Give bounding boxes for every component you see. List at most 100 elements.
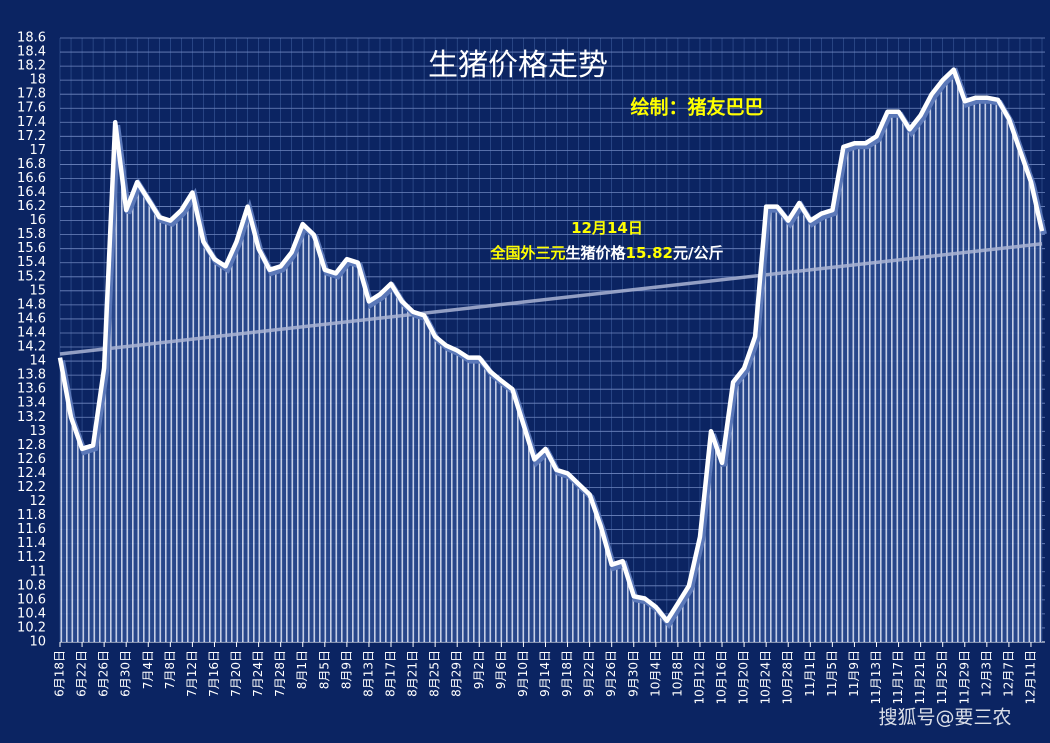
y-tick-label: 13.8 <box>17 368 46 383</box>
y-tick-label: 17.8 <box>17 87 46 102</box>
annotation-part: 生猪价格 <box>566 244 627 262</box>
y-tick-label: 16 <box>29 213 46 228</box>
x-tick-label: 11月9日 <box>847 650 861 697</box>
chart-title: 生猪价格走势 <box>428 48 608 83</box>
x-tick-label: 7月4日 <box>141 650 155 689</box>
trend-line <box>59 242 1043 356</box>
annotation: 全国外三元生猪价格15.82元/公斤 <box>490 244 724 262</box>
x-tick-label: 10月4日 <box>648 650 662 697</box>
x-tick-label: 10月28日 <box>781 650 795 705</box>
x-tick-label: 10月16日 <box>715 650 729 705</box>
y-tick-label: 16.6 <box>17 171 46 186</box>
y-tick-label: 11 <box>29 564 46 579</box>
x-tick-label: 8月29日 <box>450 650 464 697</box>
y-tick-label: 17 <box>29 143 46 158</box>
y-tick-label: 18 <box>29 73 46 88</box>
x-tick-label: 12月7日 <box>1001 650 1015 697</box>
y-tick-label: 10.2 <box>17 620 46 635</box>
y-tick-label: 17.2 <box>17 129 46 144</box>
y-tick-label: 15 <box>29 283 46 298</box>
x-tick-label: 10月20日 <box>737 650 751 705</box>
x-tick-label: 6月22日 <box>75 650 89 697</box>
x-tick-label: 8月17日 <box>384 650 398 697</box>
x-tick-label: 11月5日 <box>825 650 839 697</box>
y-tick-label: 14.4 <box>17 325 46 340</box>
y-tick-label: 10 <box>29 635 46 650</box>
x-tick-label: 7月20日 <box>229 650 243 697</box>
annotation-part: 元/ <box>673 244 694 262</box>
y-tick-label: 12.4 <box>17 466 46 481</box>
y-tick-label: 18.6 <box>17 31 46 46</box>
x-tick-label: 10月24日 <box>759 650 773 705</box>
annotation-part: 全国外三元 <box>490 244 566 262</box>
y-tick-label: 15.6 <box>17 241 46 256</box>
x-tick-label: 12月11日 <box>1023 650 1037 705</box>
x-tick-label: 6月26日 <box>97 650 111 697</box>
y-tick-label: 11.4 <box>17 536 46 551</box>
y-tick-label: 18.2 <box>17 59 46 74</box>
annotation-part: 15.82 <box>626 244 673 262</box>
x-tick-label: 11月21日 <box>913 650 927 705</box>
y-tick-label: 18.4 <box>17 45 46 60</box>
x-tick-label: 11月17日 <box>891 650 905 705</box>
y-tick-label: 14.8 <box>17 297 46 312</box>
watermark: 搜狐号@要三农 <box>878 707 1011 729</box>
x-tick-label: 9月18日 <box>560 650 574 697</box>
y-tick-label: 10.4 <box>17 606 46 621</box>
x-tick-label: 11月25日 <box>935 650 949 705</box>
annotation-part: 公斤 <box>693 244 723 262</box>
annotation-part: 12月14日 <box>571 219 643 237</box>
y-tick-label: 12.8 <box>17 438 46 453</box>
x-tick-label: 9月30日 <box>626 650 640 697</box>
y-tick-label: 11.8 <box>17 508 46 523</box>
x-tick-label: 8月5日 <box>317 650 331 689</box>
y-tick-label: 13.4 <box>17 396 46 411</box>
x-tick-label: 8月9日 <box>339 650 353 689</box>
x-tick-label: 11月29日 <box>957 650 971 705</box>
x-tick-label: 10月8日 <box>670 650 684 697</box>
y-tick-label: 11.2 <box>17 550 46 565</box>
y-tick-label: 14.6 <box>17 311 46 326</box>
y-tick-label: 13 <box>29 424 46 439</box>
x-tick-label: 7月28日 <box>273 650 287 697</box>
x-tick-label: 9月2日 <box>472 650 486 689</box>
price-line <box>57 67 1045 624</box>
y-tick-label: 11.6 <box>17 522 46 537</box>
x-tick-label: 9月14日 <box>538 650 552 697</box>
x-tick-label: 11月13日 <box>869 650 883 705</box>
x-tick-label: 6月18日 <box>53 650 67 697</box>
y-tick-label: 12.6 <box>17 452 46 467</box>
x-tick-label: 7月12日 <box>185 650 199 697</box>
x-tick-label: 11月1日 <box>803 650 817 697</box>
plot <box>57 67 1047 643</box>
y-tick-label: 14.2 <box>17 340 46 355</box>
y-tick-label: 16.8 <box>17 157 46 172</box>
y-tick-label: 15.8 <box>17 227 46 242</box>
y-tick-label: 12 <box>29 494 46 509</box>
y-tick-label: 10.6 <box>17 592 46 607</box>
x-tick-label: 7月16日 <box>207 650 221 697</box>
y-tick-label: 14 <box>29 354 46 369</box>
y-tick-label: 16.2 <box>17 199 46 214</box>
chart-subtitle: 绘制：猪友巴巴 <box>630 96 763 119</box>
y-tick-label: 12.2 <box>17 480 46 495</box>
x-tick-label: 9月22日 <box>582 650 596 697</box>
y-tick-label: 10.8 <box>17 578 46 593</box>
x-tick-label: 9月6日 <box>494 650 508 689</box>
x-tick-label: 10月12日 <box>692 650 706 705</box>
y-tick-label: 16.4 <box>17 185 46 200</box>
y-tick-label: 15.2 <box>17 269 46 284</box>
x-tick-label: 12月3日 <box>979 650 993 697</box>
y-tick-label: 13.6 <box>17 382 46 397</box>
x-tick-label: 8月21日 <box>406 650 420 697</box>
y-tick-label: 13.2 <box>17 410 46 425</box>
annotation: 12月14日 <box>571 219 643 237</box>
x-tick-label: 8月25日 <box>428 650 442 697</box>
x-tick-label: 8月13日 <box>361 650 375 697</box>
y-tick-label: 17.6 <box>17 101 46 116</box>
x-tick-label: 9月10日 <box>516 650 530 697</box>
x-tick-label: 9月26日 <box>604 650 618 697</box>
y-tick-label: 15.4 <box>17 255 46 270</box>
x-tick-label: 8月1日 <box>295 650 309 689</box>
